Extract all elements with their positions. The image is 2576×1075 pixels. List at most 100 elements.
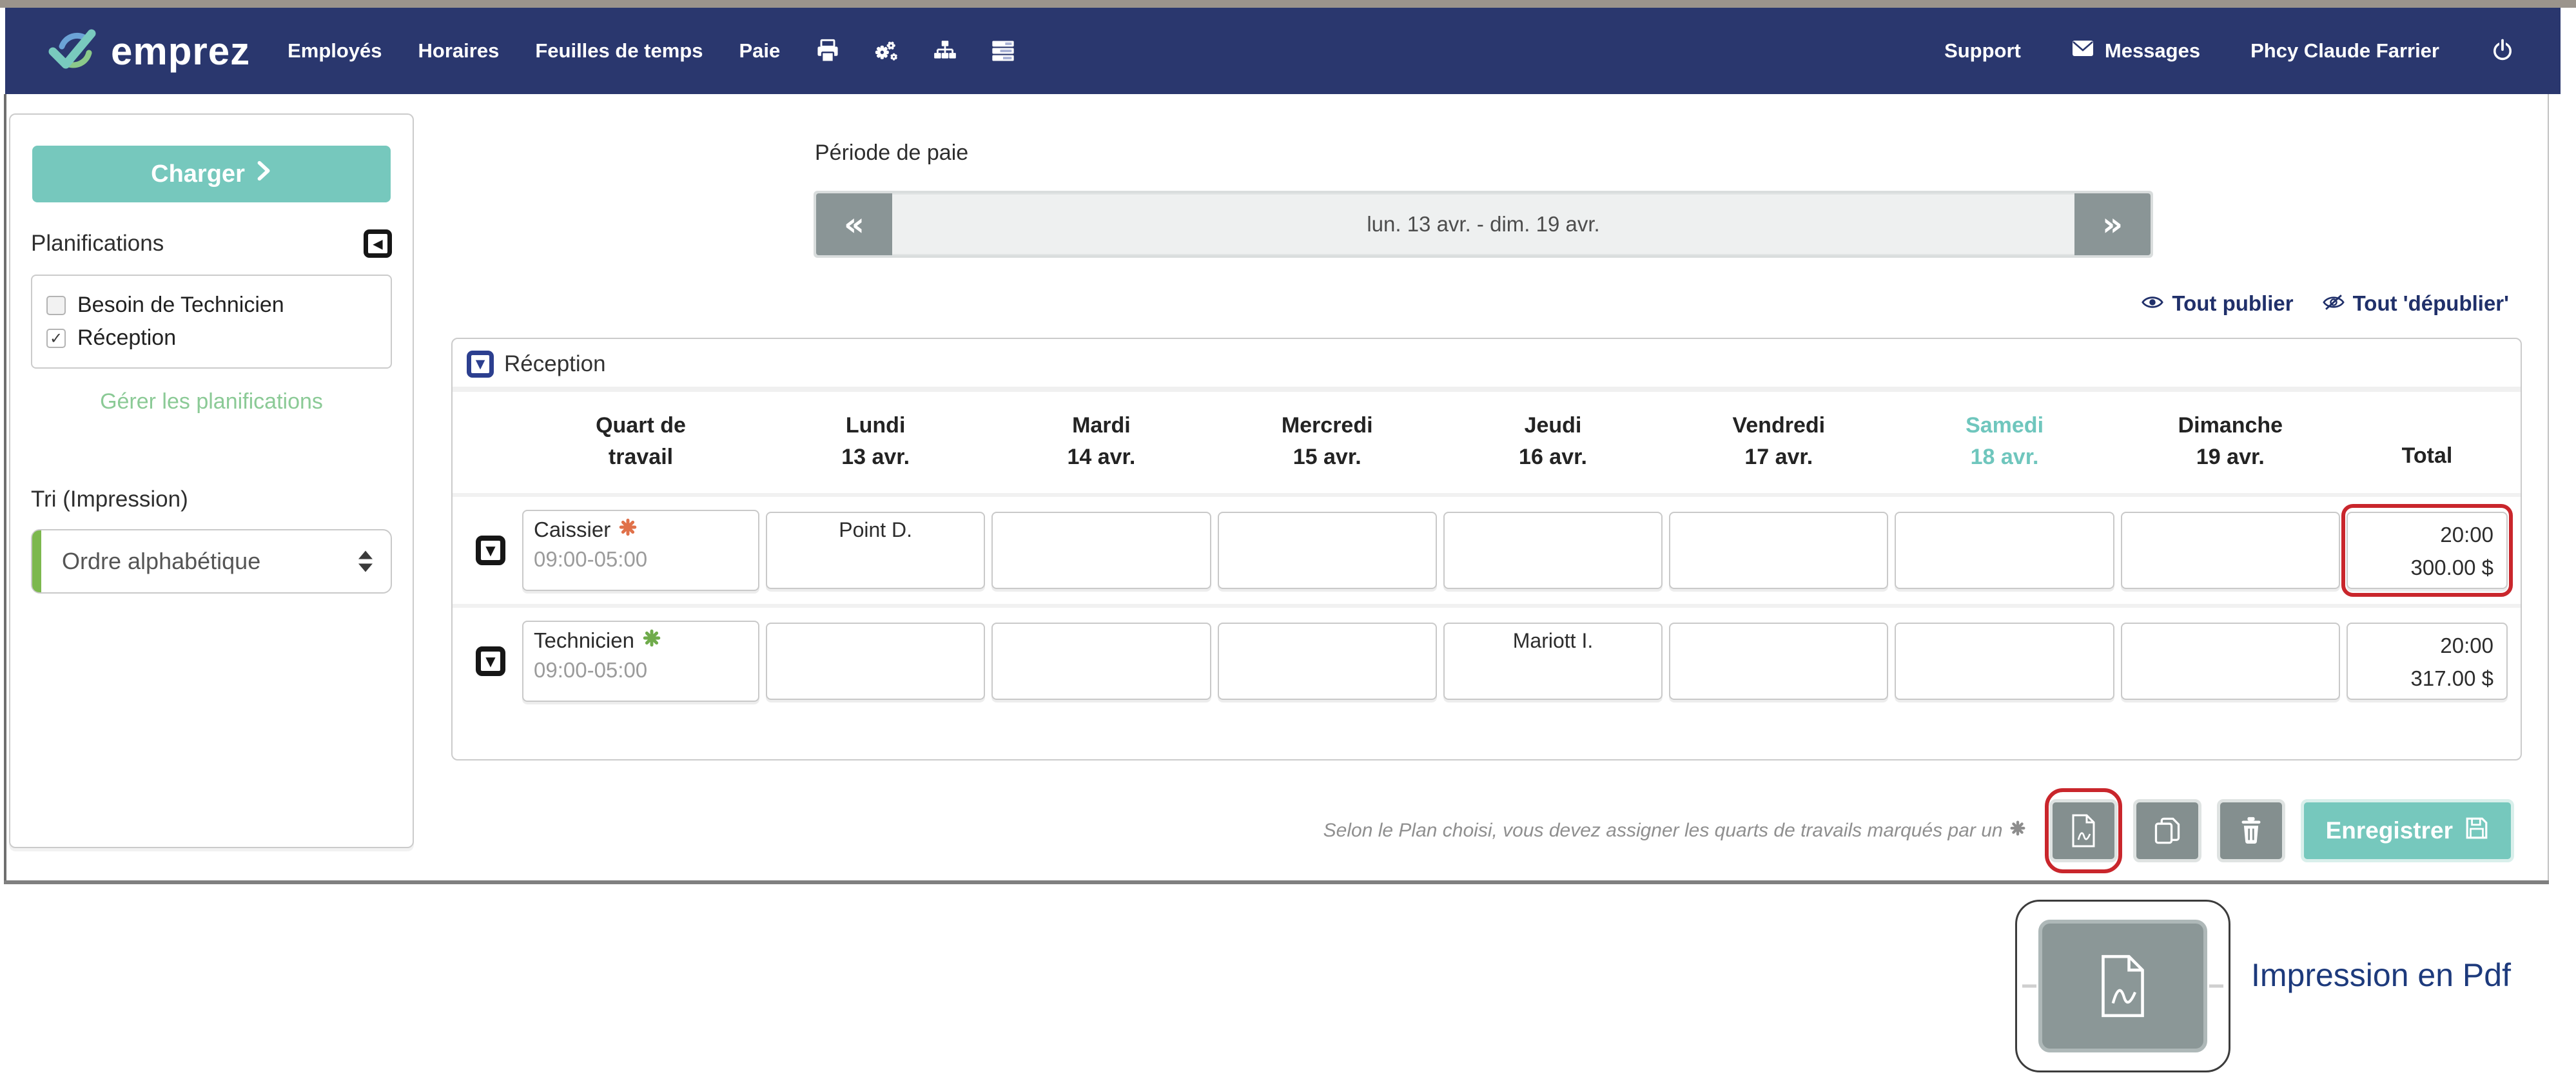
- schedule-cell-friday[interactable]: [1669, 511, 1889, 589]
- filter-besoin-de-technicien[interactable]: ✓ Besoin de Technicien: [46, 289, 376, 322]
- schedule-cell-sunday[interactable]: [2120, 622, 2340, 700]
- save-button-label: Enregistrer: [2325, 817, 2453, 844]
- assignment-note: Selon le Plan choisi, vous devez assigne…: [1323, 820, 2026, 842]
- schedule-cell-monday[interactable]: Point D.: [766, 511, 986, 589]
- schedule-cell-thursday[interactable]: Mariott I.: [1443, 622, 1663, 700]
- delete-button[interactable]: [2216, 799, 2285, 862]
- pay-period-label: Période de paie: [815, 140, 969, 165]
- shift-time: 09:00-05:00: [534, 657, 648, 682]
- top-navbar: emprez Employés Horaires Feuilles de tem…: [5, 8, 2561, 94]
- total-amount: 317.00 $: [2410, 666, 2493, 690]
- printer-icon[interactable]: [815, 38, 841, 64]
- unpublish-all-label: Tout 'dépublier': [2352, 291, 2509, 315]
- schedule-cell-monday[interactable]: [766, 622, 986, 700]
- schedule-cell-sunday[interactable]: [2120, 511, 2340, 589]
- pay-period-control: « lun. 13 avr. - dim. 19 avr. »: [814, 191, 2153, 258]
- column-header-total: Total: [2401, 443, 2453, 469]
- collapse-row-icon[interactable]: ▼: [476, 646, 505, 676]
- pdf-tooltip-label: Impression en Pdf: [2251, 957, 2511, 993]
- collapse-row-icon[interactable]: ▼: [476, 535, 505, 565]
- publish-all-link[interactable]: Tout publier: [2141, 291, 2294, 316]
- shift-definition-cell[interactable]: Technicien 09:00-05:00: [522, 620, 759, 702]
- select-accent-bar: [32, 530, 41, 592]
- total-amount: 300.00 $: [2410, 555, 2493, 579]
- column-header-thursday: Jeudi 16 avr.: [1519, 413, 1587, 470]
- window-top-edge: [0, 0, 2576, 8]
- shift-name: Caissier: [534, 517, 611, 541]
- nav-item-messages[interactable]: Messages: [2071, 39, 2200, 63]
- schedule-cell-tuesday[interactable]: [991, 511, 1211, 589]
- nav-right-group: Support Messages Phcy Claude Farrier: [1944, 37, 2515, 66]
- schedule-cell-wednesday[interactable]: [1217, 511, 1437, 589]
- power-icon[interactable]: [2490, 37, 2515, 66]
- schedule-cell-saturday[interactable]: [1895, 511, 2114, 589]
- shift-definition-cell[interactable]: Caissier 09:00-05:00: [522, 509, 759, 591]
- nav-item-support[interactable]: Support: [1944, 39, 2021, 62]
- previous-period-button[interactable]: «: [816, 193, 892, 255]
- planifications-header: Planifications ◀: [10, 229, 413, 258]
- floppy-save-icon: [2464, 816, 2489, 846]
- column-header-wednesday: Mercredi 15 avr.: [1281, 413, 1373, 470]
- schedule-cell-friday[interactable]: [1669, 622, 1889, 700]
- page-bottom-divider: [4, 880, 2549, 884]
- nav-item-user-menu[interactable]: Phcy Claude Farrier: [2250, 39, 2439, 62]
- nav-menu: Employés Horaires Feuilles de temps Paie: [288, 39, 780, 63]
- unassigned-marker-icon: [618, 518, 638, 542]
- sort-order-select[interactable]: Ordre alphabétique: [31, 529, 392, 594]
- callout-handle: [2022, 984, 2036, 988]
- column-header-friday: Vendredi 17 avr.: [1732, 413, 1826, 470]
- pay-period-value[interactable]: lun. 13 avr. - dim. 19 avr.: [892, 193, 2074, 255]
- nav-item-employes[interactable]: Employés: [288, 39, 382, 62]
- next-period-button[interactable]: »: [2074, 193, 2151, 255]
- column-header-monday: Lundi 13 avr.: [841, 413, 910, 470]
- divider: [453, 492, 2521, 497]
- checkbox-unchecked[interactable]: ✓: [46, 295, 66, 315]
- shift-time: 09:00-05:00: [534, 547, 648, 571]
- collapse-panel-icon[interactable]: ▼: [467, 351, 494, 378]
- row-total: 20:00 317.00 $: [2346, 622, 2508, 700]
- messages-label: Messages: [2104, 39, 2201, 62]
- row-total-highlighted: 20:00 300.00 $: [2341, 503, 2513, 597]
- sitemap-icon[interactable]: [932, 38, 958, 64]
- load-button[interactable]: Charger: [32, 146, 391, 202]
- shift-row-caissier: ▼ Caissier: [453, 497, 2521, 604]
- copy-button[interactable]: [2132, 799, 2201, 862]
- envelope-icon: [2071, 39, 2094, 63]
- nav-item-paie[interactable]: Paie: [739, 39, 781, 62]
- reception-schedule-panel: ▼ Réception Quart de travail Lundi 13 avr…: [451, 338, 2522, 760]
- schedule-cell-tuesday[interactable]: [991, 622, 1211, 700]
- filter-label: Réception: [77, 325, 177, 350]
- nav-icon-group: [815, 38, 1016, 64]
- save-button[interactable]: Enregistrer: [2300, 799, 2514, 862]
- schedule-cell-wednesday[interactable]: [1217, 622, 1437, 700]
- nav-item-feuilles-de-temps[interactable]: Feuilles de temps: [535, 39, 703, 62]
- filter-reception[interactable]: ✓ Réception: [46, 322, 376, 354]
- left-sidebar: Charger Planifications ◀ ✓ Besoin de Tec…: [9, 113, 414, 848]
- panel-title-row: ▼ Réception: [453, 339, 2521, 387]
- chevron-right-icon: [257, 160, 272, 188]
- unpublish-all-link[interactable]: Tout 'dépublier': [2322, 291, 2509, 316]
- divider: [453, 387, 2521, 392]
- print-pdf-button[interactable]: [2044, 788, 2122, 873]
- column-header-saturday: Samedi 18 avr.: [1966, 413, 2044, 470]
- nav-item-horaires[interactable]: Horaires: [418, 39, 500, 62]
- checkbox-checked[interactable]: ✓: [46, 328, 66, 348]
- manage-planifications-link[interactable]: Gérer les planifications: [100, 389, 323, 414]
- gears-icon[interactable]: [873, 38, 900, 64]
- column-header-shift: Quart de travail: [596, 413, 686, 470]
- load-button-label: Charger: [151, 160, 245, 188]
- schedule-cell-saturday[interactable]: [1895, 622, 2114, 700]
- brand-logo[interactable]: emprez: [46, 23, 250, 79]
- list-icon[interactable]: [990, 38, 1016, 64]
- planifications-title: Planifications: [31, 231, 164, 256]
- print-pdf-button-zoomed[interactable]: [2038, 920, 2207, 1052]
- pdf-button-callout: [2015, 900, 2230, 1072]
- column-header-tuesday: Mardi 14 avr.: [1067, 413, 1136, 470]
- content-right-border: [2548, 94, 2549, 882]
- planification-filter-list: ✓ Besoin de Technicien ✓ Réception: [31, 275, 392, 369]
- schedule-cell-thursday[interactable]: [1443, 511, 1663, 589]
- callout-handle: [2209, 984, 2223, 988]
- collapse-sidebar-icon[interactable]: ◀: [364, 229, 392, 258]
- total-hours: 20:00: [2440, 633, 2493, 657]
